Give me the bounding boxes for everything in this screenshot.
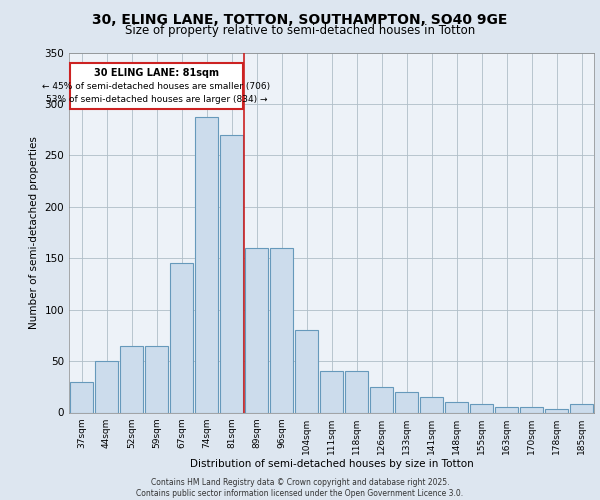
Bar: [520, 408, 543, 412]
Bar: [120, 346, 143, 412]
Bar: [345, 372, 368, 412]
FancyBboxPatch shape: [70, 63, 243, 109]
Y-axis label: Number of semi-detached properties: Number of semi-detached properties: [29, 136, 39, 329]
Bar: [445, 402, 468, 412]
Bar: [195, 118, 218, 412]
Bar: [295, 330, 318, 412]
Bar: [370, 387, 393, 412]
Bar: [395, 392, 418, 412]
Text: ← 45% of semi-detached houses are smaller (706): ← 45% of semi-detached houses are smalle…: [43, 82, 271, 91]
Bar: [495, 408, 518, 412]
Text: 30, ELING LANE, TOTTON, SOUTHAMPTON, SO40 9GE: 30, ELING LANE, TOTTON, SOUTHAMPTON, SO4…: [92, 12, 508, 26]
Text: 53% of semi-detached houses are larger (834) →: 53% of semi-detached houses are larger (…: [46, 96, 267, 104]
Bar: [145, 346, 168, 412]
Bar: [545, 410, 568, 412]
X-axis label: Distribution of semi-detached houses by size in Totton: Distribution of semi-detached houses by …: [190, 460, 473, 469]
Text: Size of property relative to semi-detached houses in Totton: Size of property relative to semi-detach…: [125, 24, 475, 37]
Bar: [245, 248, 268, 412]
Bar: [270, 248, 293, 412]
Bar: [70, 382, 93, 412]
Bar: [220, 135, 243, 412]
Bar: [570, 404, 593, 412]
Bar: [470, 404, 493, 412]
Bar: [320, 372, 343, 412]
Bar: [170, 264, 193, 412]
Text: Contains HM Land Registry data © Crown copyright and database right 2025.
Contai: Contains HM Land Registry data © Crown c…: [136, 478, 464, 498]
Text: 30 ELING LANE: 81sqm: 30 ELING LANE: 81sqm: [94, 68, 219, 78]
Bar: [420, 397, 443, 412]
Bar: [95, 361, 118, 412]
